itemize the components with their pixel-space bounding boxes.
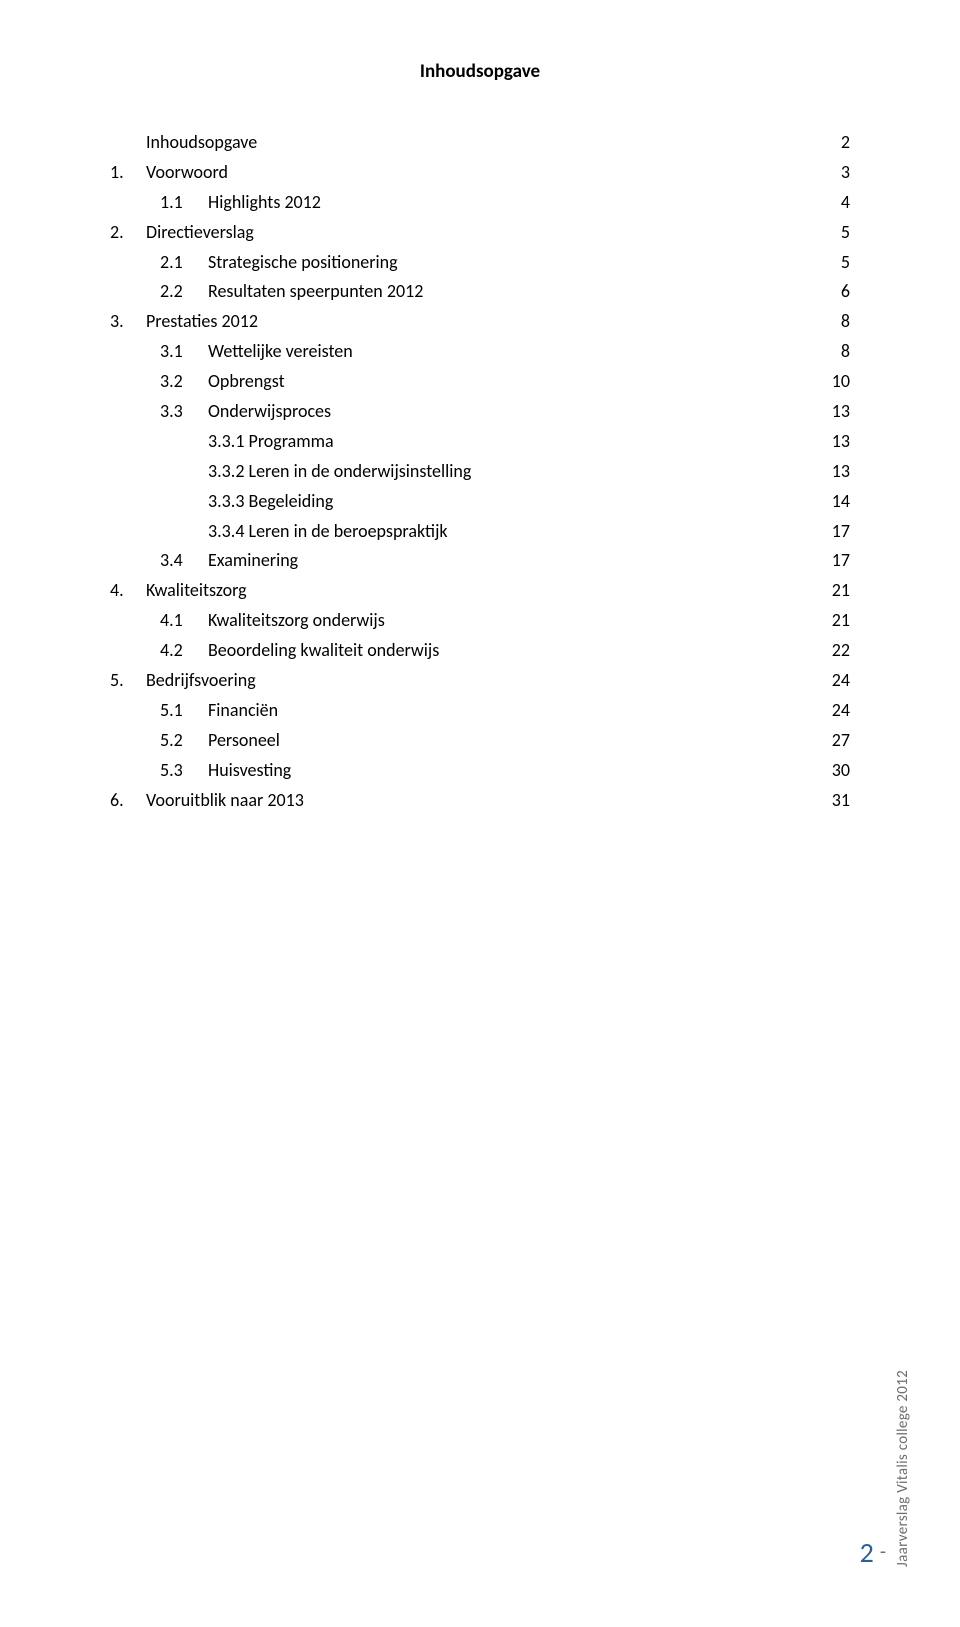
toc-label: Directieverslag (146, 219, 254, 247)
toc-label: Examinering (208, 547, 298, 575)
toc-number: 6. (110, 787, 146, 815)
toc-row: 3.3.1 Programma 13 (110, 428, 850, 456)
toc-label: Voorwoord (146, 159, 228, 187)
toc-number: 5.3 (160, 757, 208, 785)
toc-label: Beoordeling kwaliteit onderwijs (208, 637, 439, 665)
footer: 2 - Jaarverslag Vitalis college 2012 (860, 1370, 912, 1567)
toc-row: 1.1Highlights 2012 4 (110, 189, 850, 217)
toc-label: Kwaliteitszorg (146, 577, 247, 605)
toc-row: 3.3.3 Begeleiding 14 (110, 488, 850, 516)
toc-label: Resultaten speerpunten 2012 (208, 278, 423, 306)
toc-label: Personeel (208, 727, 280, 755)
page-number-separator: - (880, 1540, 886, 1564)
toc-row: Inhoudsopgave 2 (110, 129, 850, 157)
toc-row: 5.1Financiën 24 (110, 697, 850, 725)
toc-page-number: 17 (824, 518, 850, 546)
toc-row: 4.Kwaliteitszorg 21 (110, 577, 850, 605)
toc-label: Bedrijfsvoering (146, 667, 256, 695)
toc-row: 3.2Opbrengst 10 (110, 368, 850, 396)
toc-row: 1.Voorwoord 3 (110, 159, 850, 187)
document-page: Inhoudsopgave Inhoudsopgave 2 1.Voorwoord 3… (0, 0, 960, 814)
toc-row: 5.Bedrijfsvoering 24 (110, 667, 850, 695)
toc-number: 3.3 (160, 398, 208, 426)
toc-number: 1.1 (160, 189, 208, 217)
toc-number: 5.2 (160, 727, 208, 755)
toc-label: Wettelijke vereisten (208, 338, 353, 366)
toc-label: Vooruitblik naar 2013 (146, 787, 304, 815)
toc-label: Inhoudsopgave (146, 129, 257, 157)
toc-number: 3.1 (160, 338, 208, 366)
toc-number: 3.2 (160, 368, 208, 396)
toc-page-number: 5 (824, 219, 850, 247)
toc-page-number: 2 (824, 129, 850, 157)
toc-number: 3. (110, 308, 146, 336)
toc-row: 6.Vooruitblik naar 2013 31 (110, 787, 850, 815)
toc-page-number: 31 (824, 787, 850, 815)
toc-page-number: 13 (824, 428, 850, 456)
toc-page-number: 10 (824, 368, 850, 396)
toc-row: 5.2Personeel 27 (110, 727, 850, 755)
toc-page-number: 30 (824, 757, 850, 785)
toc-row: 2.2Resultaten speerpunten 2012 6 (110, 278, 850, 306)
toc-page-number: 13 (824, 398, 850, 426)
toc-page-number: 3 (824, 159, 850, 187)
toc-page-number: 22 (824, 637, 850, 665)
toc-page-number: 17 (824, 547, 850, 575)
toc-number: 4. (110, 577, 146, 605)
toc-label: Prestaties 2012 (146, 308, 258, 336)
toc-number: 5.1 (160, 697, 208, 725)
toc-label: Strategische positionering (208, 249, 398, 277)
toc-label: Financiën (208, 697, 278, 725)
toc-label: Onderwijsproces (208, 398, 331, 426)
toc-label: Highlights 2012 (208, 189, 321, 217)
toc-number: 3.4 (160, 547, 208, 575)
toc-row: 4.2Beoordeling kwaliteit onderwijs 22 (110, 637, 850, 665)
toc-page-number: 13 (824, 458, 850, 486)
toc-row: 2.1Strategische positionering 5 (110, 249, 850, 277)
toc-number: 1. (110, 159, 146, 187)
toc-row: 4.1Kwaliteitszorg onderwijs 21 (110, 607, 850, 635)
toc-number: 4.1 (160, 607, 208, 635)
toc-label: 3.3.3 Begeleiding (208, 488, 333, 516)
toc-number: 2.2 (160, 278, 208, 306)
toc-page-number: 21 (824, 607, 850, 635)
toc-number: 2. (110, 219, 146, 247)
toc-row: 3.3.2 Leren in de onderwijsinstelling 13 (110, 458, 850, 486)
toc-page-number: 21 (824, 577, 850, 605)
toc-row: 3.3Onderwijsproces 13 (110, 398, 850, 426)
toc-page-number: 14 (824, 488, 850, 516)
side-label: Jaarverslag Vitalis college 2012 (894, 1370, 912, 1567)
toc-label: Kwaliteitszorg onderwijs (208, 607, 385, 635)
toc-number: 2.1 (160, 249, 208, 277)
toc-row: 3.4Examinering 17 (110, 547, 850, 575)
table-of-contents: Inhoudsopgave21.Voorwoord31.1Highlights … (110, 129, 850, 814)
toc-label: 3.3.1 Programma (208, 428, 334, 456)
toc-row: 3.3.4 Leren in de beroepspraktijk 17 (110, 518, 850, 546)
toc-page-number: 5 (824, 249, 850, 277)
toc-row: 3.1Wettelijke vereisten 8 (110, 338, 850, 366)
toc-page-number: 24 (824, 697, 850, 725)
toc-row: 3.Prestaties 2012 8 (110, 308, 850, 336)
toc-page-number: 8 (824, 308, 850, 336)
toc-label: 3.3.2 Leren in de onderwijsinstelling (208, 458, 471, 486)
page-number: 2 (860, 1539, 874, 1567)
toc-page-number: 24 (824, 667, 850, 695)
toc-label: Opbrengst (208, 368, 285, 396)
toc-number: 4.2 (160, 637, 208, 665)
toc-label: 3.3.4 Leren in de beroepspraktijk (208, 518, 448, 546)
toc-number: 5. (110, 667, 146, 695)
toc-page-number: 6 (824, 278, 850, 306)
toc-label: Huisvesting (208, 757, 291, 785)
toc-page-number: 8 (824, 338, 850, 366)
toc-row: 2.Directieverslag 5 (110, 219, 850, 247)
page-title: Inhoudsopgave (110, 60, 850, 83)
toc-page-number: 4 (824, 189, 850, 217)
toc-row: 5.3Huisvesting 30 (110, 757, 850, 785)
toc-page-number: 27 (824, 727, 850, 755)
